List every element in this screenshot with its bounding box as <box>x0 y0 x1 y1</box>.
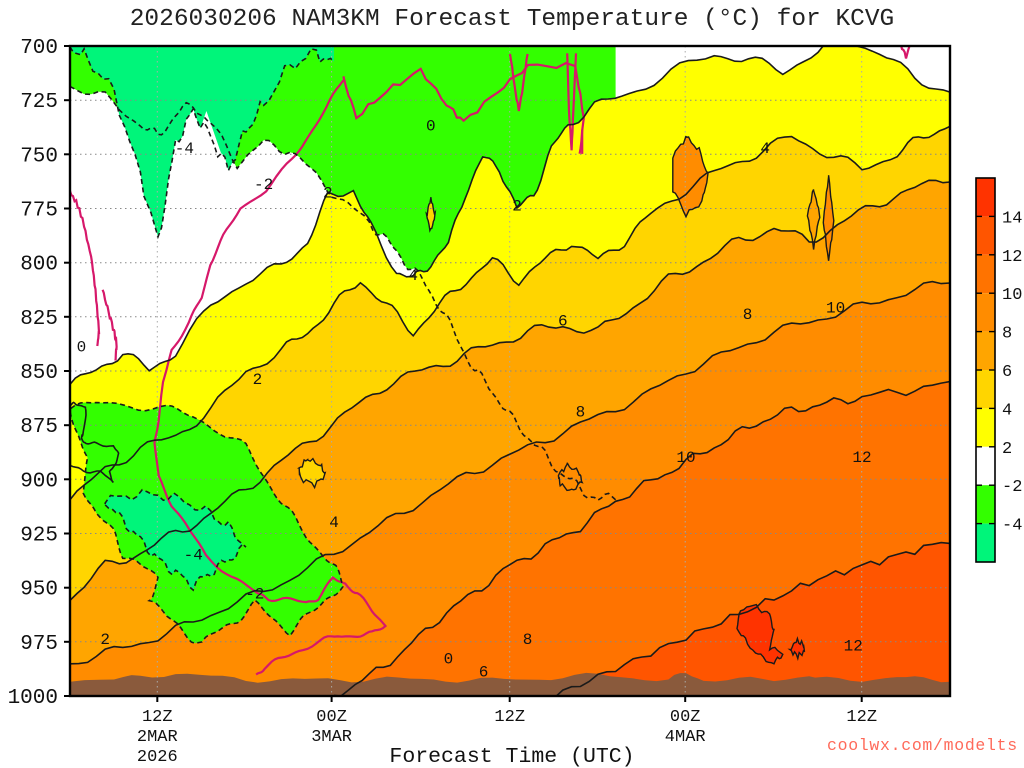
svg-text:8: 8 <box>1002 325 1012 344</box>
svg-text:725: 725 <box>20 91 58 114</box>
svg-text:0: 0 <box>426 118 436 136</box>
svg-text:775: 775 <box>20 200 58 223</box>
svg-text:2: 2 <box>323 185 333 203</box>
svg-text:700: 700 <box>20 37 58 60</box>
svg-text:6: 6 <box>479 664 489 682</box>
svg-text:10: 10 <box>1002 286 1022 305</box>
svg-text:875: 875 <box>20 416 58 439</box>
svg-text:2: 2 <box>100 631 110 649</box>
svg-text:14: 14 <box>1002 209 1022 228</box>
svg-text:800: 800 <box>20 254 58 277</box>
svg-text:4: 4 <box>1002 401 1012 420</box>
svg-text:8: 8 <box>523 631 533 649</box>
svg-text:6: 6 <box>558 313 568 331</box>
svg-text:-2: -2 <box>254 176 273 194</box>
svg-text:12: 12 <box>852 449 871 467</box>
svg-text:6: 6 <box>1002 363 1012 382</box>
svg-text:-4: -4 <box>184 547 203 565</box>
svg-text:4: 4 <box>760 140 770 158</box>
svg-text:8: 8 <box>576 404 586 422</box>
svg-text:10: 10 <box>826 300 845 318</box>
svg-text:4: 4 <box>329 514 339 532</box>
svg-text:900: 900 <box>20 470 58 493</box>
svg-text:850: 850 <box>20 362 58 385</box>
svg-text:8: 8 <box>743 306 753 324</box>
svg-text:12: 12 <box>1002 248 1022 267</box>
svg-text:950: 950 <box>20 579 58 602</box>
svg-text:2: 2 <box>512 197 522 215</box>
svg-text:-2: -2 <box>1002 478 1022 497</box>
svg-text:925: 925 <box>20 525 58 548</box>
svg-text:825: 825 <box>20 308 58 331</box>
svg-text:-4: -4 <box>1002 517 1022 536</box>
svg-text:-2: -2 <box>245 586 264 604</box>
svg-text:2: 2 <box>253 371 263 389</box>
svg-text:10: 10 <box>676 449 695 467</box>
svg-text:1000: 1000 <box>8 687 58 710</box>
svg-text:12: 12 <box>844 638 863 656</box>
svg-text:0: 0 <box>77 339 87 357</box>
svg-text:2: 2 <box>1002 440 1012 459</box>
svg-text:975: 975 <box>20 633 58 656</box>
svg-text:750: 750 <box>20 145 58 168</box>
svg-text:0: 0 <box>444 651 454 669</box>
svg-text:-4: -4 <box>175 140 194 158</box>
svg-text:4: 4 <box>408 267 418 285</box>
